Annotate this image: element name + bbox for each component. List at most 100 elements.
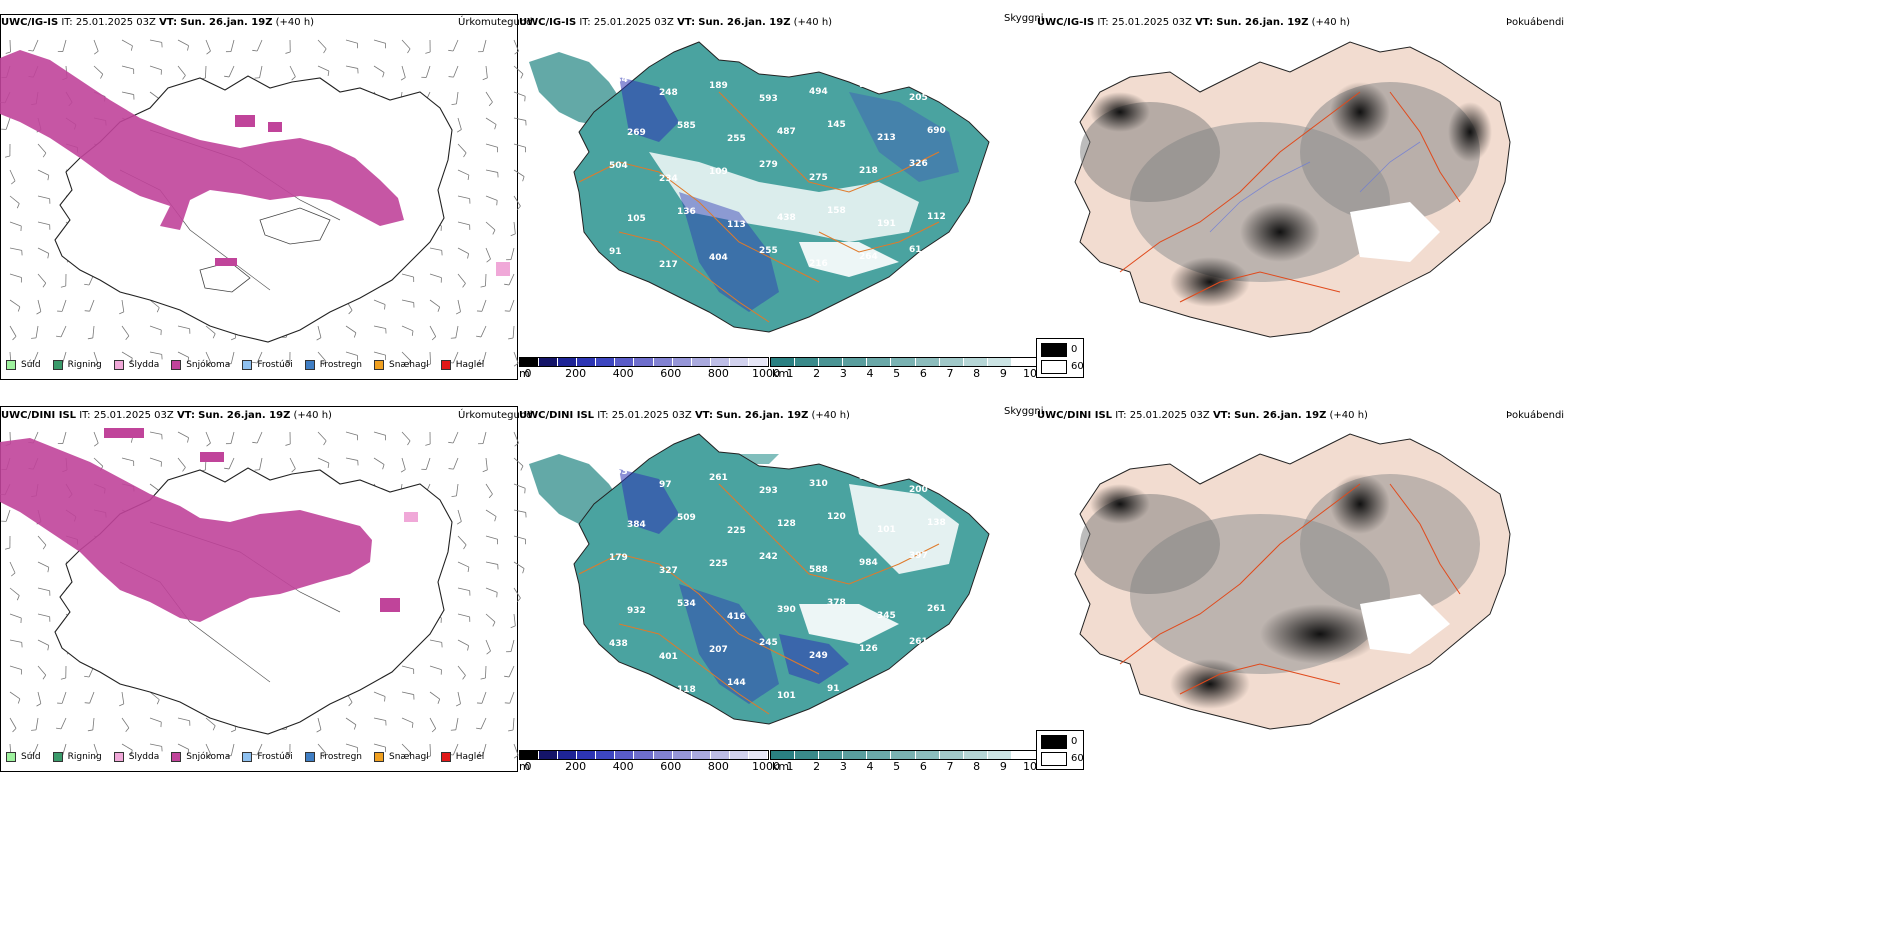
peak-height-label: 345 bbox=[877, 611, 896, 621]
colorbar-tick-label: 1000 bbox=[752, 760, 780, 773]
colorbar-tick-label: 9 bbox=[999, 367, 1007, 380]
wind-barb-flag bbox=[31, 729, 37, 731]
wind-barb bbox=[62, 39, 67, 52]
peak-height-label: 200 bbox=[909, 485, 928, 495]
wind-barb-flag bbox=[156, 699, 160, 705]
wind-barb-flag bbox=[42, 674, 47, 680]
wind-barb bbox=[455, 717, 459, 730]
colorbar-segment bbox=[819, 751, 844, 759]
legend-swatch bbox=[171, 360, 182, 370]
wind-barb-flag bbox=[400, 469, 406, 473]
wind-barb bbox=[149, 457, 162, 463]
fog-right-title-bottom: Þokuábendi bbox=[1506, 410, 1565, 421]
wind-barb bbox=[481, 299, 487, 312]
wind-barb-flag bbox=[451, 495, 457, 498]
peak-height-label: 234 bbox=[659, 174, 678, 184]
model-name: UWC/IG-IS bbox=[1, 17, 59, 28]
wind-barb bbox=[37, 299, 42, 312]
fog-right-title-top: Þokuábendi bbox=[1506, 17, 1565, 28]
peak-height-label: 97 bbox=[877, 677, 890, 687]
wind-barb bbox=[35, 325, 39, 338]
colorbar-segment bbox=[558, 751, 578, 759]
wind-barb bbox=[9, 247, 22, 251]
peak-height-label: 284 bbox=[609, 75, 628, 85]
colorbar-segment bbox=[771, 751, 796, 759]
wind-barb bbox=[513, 587, 521, 599]
wind-barb bbox=[256, 743, 263, 756]
wind-barb bbox=[373, 743, 386, 748]
colorbar-segment bbox=[710, 358, 730, 366]
wind-barb-flag bbox=[400, 77, 406, 81]
wind-barb bbox=[9, 665, 22, 670]
contours bbox=[578, 91, 940, 323]
colorbar-segment bbox=[795, 358, 820, 366]
wind-barb-flag bbox=[463, 544, 467, 550]
peak-height-label: 205 bbox=[909, 93, 928, 103]
wind-barb-flag bbox=[17, 698, 21, 704]
wind-barb bbox=[513, 561, 525, 569]
wind-barb-flag bbox=[382, 464, 385, 470]
wind-barb bbox=[121, 91, 134, 95]
wind-barb-flag bbox=[520, 465, 524, 471]
wind-barb-flag bbox=[522, 568, 525, 574]
colorbar-tick-label: 3 bbox=[839, 367, 847, 380]
colorbar-tick-label: 10 bbox=[1023, 367, 1037, 380]
peak-height-label: 136 bbox=[677, 207, 696, 217]
wind-barb bbox=[205, 351, 212, 364]
wind-barb-flag bbox=[42, 282, 47, 288]
wind-barb bbox=[485, 587, 498, 593]
wind-barb bbox=[37, 169, 49, 176]
wind-barb-flag bbox=[291, 468, 296, 473]
wind-barb-flag bbox=[187, 749, 190, 755]
wind-barb-flag bbox=[514, 50, 519, 55]
wind-barb bbox=[121, 65, 134, 70]
wind-barb bbox=[401, 665, 414, 670]
colorbar-tick-label: 7 bbox=[946, 760, 954, 773]
wind-barb bbox=[457, 169, 470, 176]
wind-barb bbox=[485, 665, 487, 679]
legend-swatch bbox=[440, 360, 451, 370]
peak-height-label: 213 bbox=[877, 133, 896, 143]
colorbar-segment bbox=[867, 751, 892, 759]
wind-barb bbox=[93, 743, 99, 756]
precip-panel-top bbox=[0, 14, 518, 380]
wind-barb-flag bbox=[84, 675, 90, 678]
colorbar-segment bbox=[891, 358, 916, 366]
peak-height-label: 534 bbox=[677, 599, 696, 609]
fog-legend-bottom: 0 60 bbox=[1036, 730, 1084, 770]
peak-height-label: 327 bbox=[659, 566, 678, 576]
wind-barb bbox=[485, 247, 491, 260]
wind-barb bbox=[373, 457, 385, 465]
peak-height-label: 387 bbox=[759, 724, 778, 734]
wind-barb-flag bbox=[230, 337, 236, 341]
peak-height-label: 109 bbox=[709, 167, 728, 177]
wind-barb bbox=[452, 431, 459, 444]
legend-label: Slydda bbox=[128, 752, 160, 762]
legend-item: Rigning bbox=[52, 752, 102, 762]
colorbar-segment bbox=[615, 751, 635, 759]
colorbar-segment bbox=[520, 751, 540, 759]
wind-barb bbox=[289, 457, 296, 469]
vis-colorbar-bottom bbox=[770, 750, 1037, 760]
wind-barb bbox=[513, 91, 526, 97]
peak-height-label: 269 bbox=[627, 128, 646, 138]
colorbar-segment bbox=[634, 751, 654, 759]
wind-barb bbox=[401, 717, 414, 724]
wind-barb bbox=[37, 665, 47, 676]
legend-item: Súld bbox=[6, 752, 41, 762]
cloud-right-title-bottom: Skyggni bbox=[1004, 406, 1044, 417]
wind-barb-flag bbox=[448, 76, 454, 78]
wind-barb bbox=[121, 325, 130, 337]
wind-barb-flag bbox=[28, 49, 34, 52]
wind-barb-flag bbox=[119, 703, 124, 707]
wind-barb bbox=[37, 639, 49, 646]
legend-swatch bbox=[52, 752, 63, 762]
precip-map-bottom bbox=[0, 428, 527, 759]
wind-barb bbox=[457, 613, 470, 618]
wind-barb bbox=[513, 457, 524, 467]
wind-barb-flag bbox=[284, 755, 290, 758]
wind-barb-flag bbox=[16, 595, 20, 601]
wind-barb bbox=[485, 561, 498, 565]
wind-barb-flag bbox=[508, 337, 514, 340]
fog-title-top: UWC/IG-IS IT: 25.01.2025 03Z VT: Sun. 26… bbox=[1037, 17, 1351, 28]
